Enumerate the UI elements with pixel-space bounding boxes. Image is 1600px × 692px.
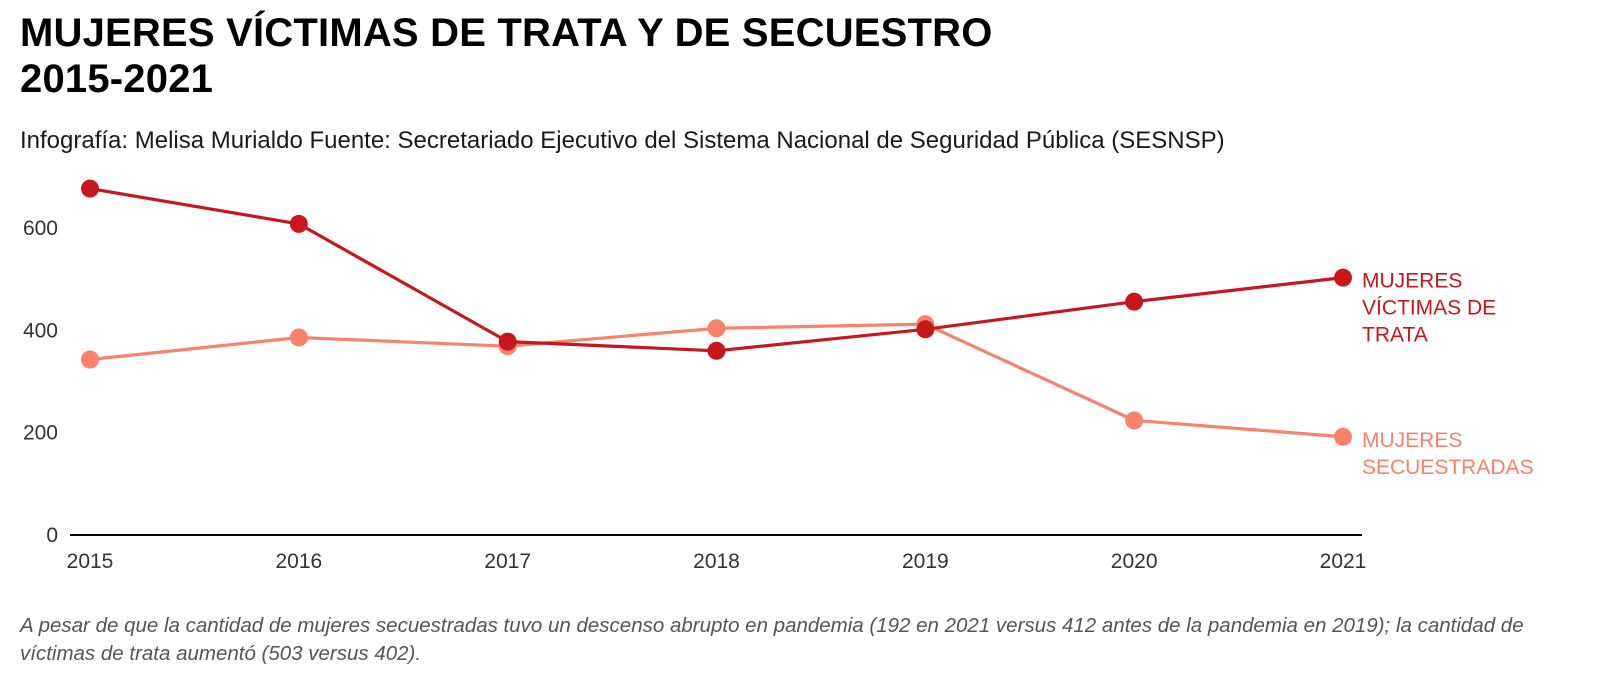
data-point — [1125, 292, 1144, 311]
series-line — [88, 322, 1345, 439]
x-tick-label: 2015 — [67, 550, 114, 573]
series-label-line: VÍCTIMAS DE — [1362, 297, 1496, 320]
data-point — [498, 332, 517, 351]
series-group — [81, 179, 1352, 360]
series-label-line: MUJERES — [1362, 429, 1462, 452]
x-tick-label: 2017 — [484, 550, 531, 573]
series-label: MUJERES SECUESTRADAS — [1362, 429, 1534, 479]
y-tick-label: 600 — [23, 217, 58, 240]
data-point — [1125, 411, 1144, 430]
series-label: MUJERES VÍCTIMAS DE TRATA — [1362, 270, 1496, 347]
x-axis-ticks: 2015 2016 2017 2018 2019 2020 2021 — [67, 550, 1367, 573]
data-point — [81, 350, 99, 369]
series-label-line: MUJERES — [1362, 270, 1462, 293]
chart-title: MUJERES VÍCTIMAS DE TRATA Y DE SECUESTRO… — [20, 10, 993, 102]
data-point — [289, 214, 308, 233]
y-tick-label: 0 — [46, 524, 58, 547]
series-group — [81, 315, 1352, 446]
x-tick-label: 2016 — [275, 550, 322, 573]
series-label-line: TRATA — [1362, 324, 1428, 347]
data-point — [707, 341, 726, 360]
chart-subtitle: Infografía: Melisa Murialdo Fuente: Secr… — [20, 127, 1225, 154]
x-tick-label: 2018 — [693, 550, 740, 573]
x-tick-label: 2021 — [1320, 550, 1367, 573]
y-axis-ticks: 0 200 400 600 — [23, 217, 58, 547]
series-labels: MUJERES SECUESTRADAS MUJERES VÍCTIMAS DE TRA… — [1362, 270, 1534, 479]
y-tick-label: 200 — [23, 422, 58, 445]
data-point — [1334, 427, 1352, 446]
data-point — [289, 328, 308, 347]
data-point — [707, 319, 726, 338]
x-tick-label: 2019 — [902, 550, 949, 573]
chart-title-line-2: 2015-2021 — [20, 57, 214, 101]
chart-footnote: A pesar de que la cantidad de mujeres se… — [20, 614, 1524, 665]
data-point — [1334, 268, 1352, 287]
y-tick-label: 400 — [23, 319, 58, 342]
chart-title-line-1: MUJERES VÍCTIMAS DE TRATA Y DE SECUESTRO — [20, 11, 993, 55]
x-tick-label: 2020 — [1111, 550, 1158, 573]
series-layer — [81, 179, 1352, 446]
data-point — [81, 179, 99, 198]
series-label-line: SECUESTRADAS — [1362, 456, 1534, 479]
data-point — [916, 320, 935, 339]
